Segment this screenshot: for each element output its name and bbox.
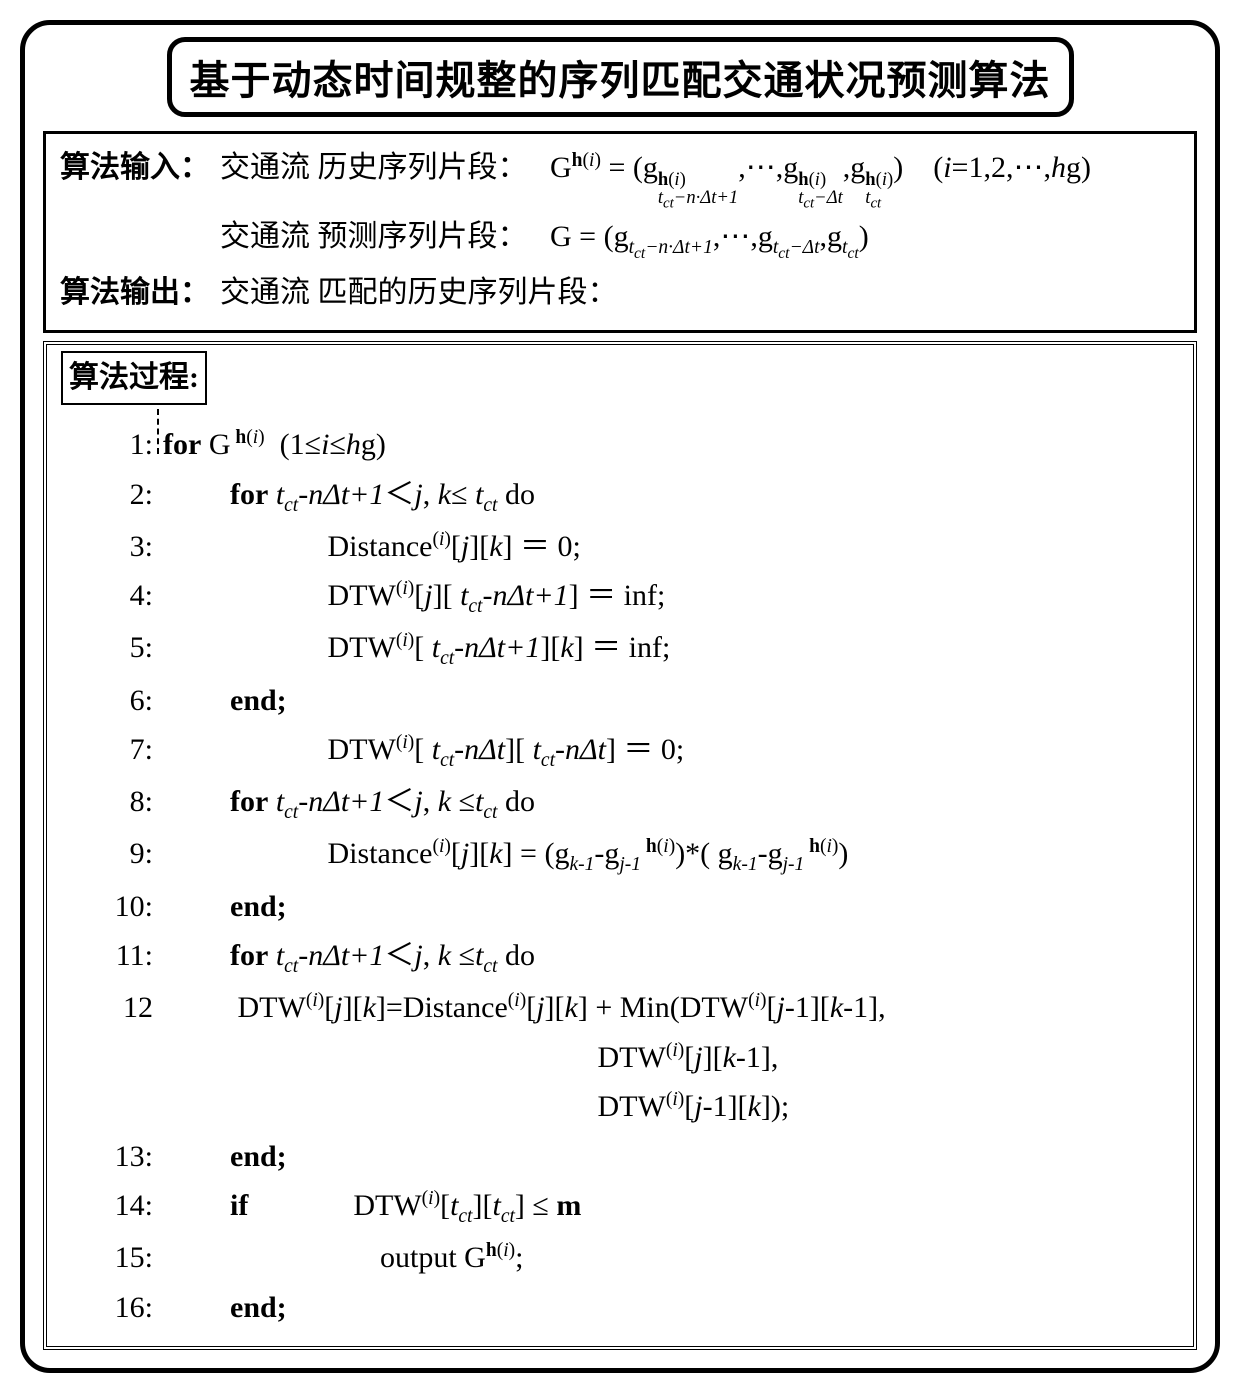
pred-seq-expr: G = (gtct−n·Δt+1,⋯,gtct−Δt,gtct) [550,220,869,253]
code-4: DTW(i)[j][ tct-nΔt+1] ＝ inf; [155,571,665,623]
io-box: 算法输入： 交通流 历史序列片段： Gh(i) = (gh(i)tct−n·Δt… [43,131,1197,333]
algo-line-1: 1: for G h(i) (1≤i≤hg) [61,409,1179,470]
lineno-11: 11: [101,931,155,981]
input-row-1: 算法输入： 交通流 历史序列片段： Gh(i) = (gh(i)tct−n·Δt… [60,142,1180,211]
lineno-16: 16: [101,1283,155,1333]
algo-line-11: 11: for tct-nΔt+1＜j, k ≤tct do [61,931,1179,983]
algo-line-13: 13: end; [61,1132,1179,1182]
code-14: if DTW(i)[tct][tct] ≤ m [155,1181,581,1233]
lineno-3: 3: [101,522,155,572]
lineno-8: 8: [101,777,155,827]
code-13: end; [155,1132,287,1182]
dashed-sep [157,409,159,454]
code-15: output Gh(i); [155,1233,523,1283]
output-content: 交通流 匹配的历史序列片段： [220,267,1180,320]
code-12: DTW(i)[j][k]=Distance(i)[j][k] + Min(DTW… [155,983,886,1033]
code-12b: DTW(i)[j][k-1], [155,1033,778,1083]
algo-line-10: 10: end; [61,882,1179,932]
hist-seq-expr: Gh(i) = (gh(i)tct−n·Δt+1,⋯,gh(i)tct−Δt,g… [550,151,903,184]
lineno-5: 5: [101,623,155,673]
lineno-7: 7: [101,725,155,775]
code-6: end; [155,676,287,726]
pred-seq-label: 交通流 预测序列片段： [220,220,528,253]
code-9: Distance(i)[j][k] = (gk-1-gj-1 h(i))*( g… [155,829,848,881]
algo-line-12c: DTW(i)[j-1][k]); [61,1082,1179,1132]
process-box: 算法过程: 1: for G h(i) (1≤i≤hg) 2: for tct-… [43,341,1197,1351]
outer-container: 基于动态时间规整的序列匹配交通状况预测算法 算法输入： 交通流 历史序列片段： … [20,20,1220,1373]
output-label: 算法输出： [60,267,220,320]
lineno-14: 14: [101,1181,155,1231]
algo-line-16: 16: end; [61,1283,1179,1333]
lineno-12: 12 [101,983,155,1033]
input-label: 算法输入： [60,142,220,195]
code-7: DTW(i)[ tct-nΔt][ tct-nΔt] ＝ 0; [155,725,684,777]
process-label: 算法过程: [61,351,207,406]
code-10: end; [155,882,287,932]
algo-line-8: 8: for tct-nΔt+1＜j, k ≤tct do [61,777,1179,829]
lineno-10: 10: [101,882,155,932]
i-range: (i=1,2,⋯,hg) [933,151,1091,184]
algo-line-3: 3: Distance(i)[j][k] ＝ 0; [61,522,1179,572]
lineno-6: 6: [101,676,155,726]
code-5: DTW(i)[ tct-nΔt+1][k] ＝ inf; [155,623,670,675]
input-row-2: 交通流 预测序列片段： G = (gtct−n·Δt+1,⋯,gtct−Δt,g… [220,211,1180,267]
code-2: for tct-nΔt+1＜j, k≤ tct do [155,470,535,522]
code-8: for tct-nΔt+1＜j, k ≤tct do [155,777,535,829]
algo-line-14: 14: if DTW(i)[tct][tct] ≤ m [61,1181,1179,1233]
algo-line-5: 5: DTW(i)[ tct-nΔt+1][k] ＝ inf; [61,623,1179,675]
lineno-4: 4: [101,571,155,621]
algo-line-7: 7: DTW(i)[ tct-nΔt][ tct-nΔt] ＝ 0; [61,725,1179,777]
page-title: 基于动态时间规整的序列匹配交通状况预测算法 [190,58,1051,103]
lineno-1: 1: [101,420,155,470]
algo-line-9: 9: Distance(i)[j][k] = (gk-1-gj-1 h(i))*… [61,829,1179,881]
title-banner: 基于动态时间规整的序列匹配交通状况预测算法 [167,37,1074,117]
process-label-wrap: 算法过程: [61,351,1179,410]
code-16: end; [155,1283,287,1333]
algo-line-12: 12 DTW(i)[j][k]=Distance(i)[j][k] + Min(… [61,983,1179,1033]
lineno-2: 2: [101,470,155,520]
algo-line-4: 4: DTW(i)[j][ tct-nΔt+1] ＝ inf; [61,571,1179,623]
lineno-15: 15: [101,1233,155,1283]
algo-line-2: 2: for tct-nΔt+1＜j, k≤ tct do [61,470,1179,522]
code-3: Distance(i)[j][k] ＝ 0; [155,522,581,572]
code-11: for tct-nΔt+1＜j, k ≤tct do [155,931,535,983]
output-row: 算法输出： 交通流 匹配的历史序列片段： [60,267,1180,320]
lineno-9: 9: [101,829,155,879]
input-content-2: 交通流 预测序列片段： G = (gtct−n·Δt+1,⋯,gtct−Δt,g… [220,211,1180,267]
input-content-1: 交通流 历史序列片段： Gh(i) = (gh(i)tct−n·Δt+1,⋯,g… [220,142,1180,211]
match-seq-label: 交通流 匹配的历史序列片段： [220,276,618,309]
code-1: for G h(i) (1≤i≤hg) [163,420,386,470]
hist-seq-label: 交通流 历史序列片段： [220,151,528,184]
lineno-13: 13: [101,1132,155,1182]
algo-line-15: 15: output Gh(i); [61,1233,1179,1283]
algo-line-12b: DTW(i)[j][k-1], [61,1033,1179,1083]
algo-line-6: 6: end; [61,676,1179,726]
code-12c: DTW(i)[j-1][k]); [155,1082,789,1132]
